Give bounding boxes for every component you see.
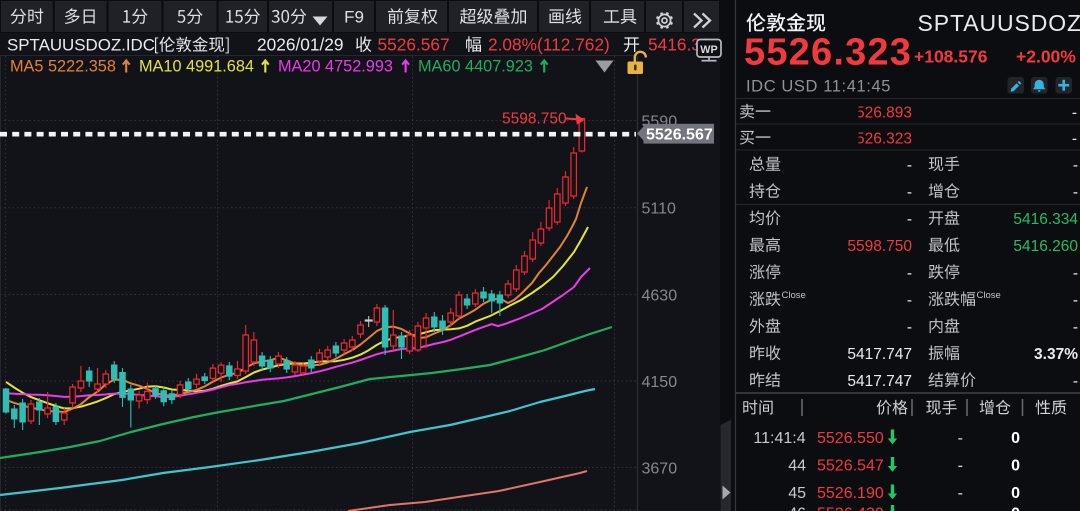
svg-text:-: - — [907, 319, 912, 336]
svg-text:5416.260: 5416.260 — [1013, 238, 1078, 255]
svg-text:SPTAUUSDOZ: SPTAUUSDOZ — [918, 10, 1080, 36]
svg-text:5526.190: 5526.190 — [817, 485, 884, 502]
svg-text:F9: F9 — [344, 8, 364, 27]
svg-text:5598.750: 5598.750 — [847, 238, 912, 255]
svg-text:44: 44 — [788, 457, 806, 474]
svg-text:45: 45 — [788, 485, 806, 502]
svg-text:-: - — [1073, 292, 1078, 309]
svg-text:MA5 5222.358: MA5 5222.358 — [10, 58, 116, 76]
svg-text:4150: 4150 — [642, 374, 678, 391]
svg-text:-: - — [1073, 373, 1078, 390]
svg-text:0: 0 — [1011, 505, 1020, 511]
svg-text:MA10 4991.684: MA10 4991.684 — [139, 58, 254, 76]
svg-text:4630: 4630 — [642, 287, 678, 304]
svg-text:5526.430: 5526.430 — [817, 505, 884, 511]
svg-text:46: 46 — [788, 505, 806, 511]
svg-text:-: - — [907, 211, 912, 228]
svg-text:-: - — [1073, 265, 1078, 282]
svg-text:-: - — [1073, 319, 1078, 336]
svg-text:3.37%: 3.37% — [1034, 346, 1078, 363]
svg-text:2026/01/29: 2026/01/29 — [257, 35, 344, 55]
svg-text:5526.567: 5526.567 — [646, 126, 713, 143]
svg-text:11:41:44: 11:41:44 — [753, 430, 814, 447]
svg-text:Close: Close — [977, 290, 1001, 301]
svg-text:5417.747: 5417.747 — [847, 346, 912, 363]
svg-text:0: 0 — [1011, 485, 1020, 502]
svg-text:5417.747: 5417.747 — [847, 373, 912, 390]
svg-text:+108.576: +108.576 — [914, 47, 988, 67]
svg-text:5526.550: 5526.550 — [817, 430, 884, 447]
svg-text:MA60 4407.923: MA60 4407.923 — [418, 58, 533, 76]
svg-text:-: - — [1072, 130, 1077, 147]
svg-text:+2.00%: +2.00% — [1016, 47, 1076, 67]
svg-text:5526.893: 5526.893 — [847, 104, 912, 121]
svg-text:5110: 5110 — [642, 201, 677, 218]
svg-text:-: - — [907, 184, 912, 201]
svg-text:0: 0 — [1011, 430, 1020, 447]
svg-text:5598.750: 5598.750 — [502, 111, 567, 128]
svg-text:-: - — [907, 292, 912, 309]
svg-text:5526.323: 5526.323 — [847, 130, 912, 147]
svg-text:-: - — [907, 157, 912, 174]
svg-text:SPTAUUSDOZ.IDC: SPTAUUSDOZ.IDC — [7, 36, 155, 55]
svg-text:-: - — [958, 430, 963, 447]
svg-text:-: - — [958, 485, 963, 502]
svg-text:5526.547: 5526.547 — [817, 457, 884, 474]
svg-text:2.08%(112.762): 2.08%(112.762) — [488, 35, 610, 55]
svg-text:5416.334: 5416.334 — [1013, 211, 1078, 228]
svg-text:5526.567: 5526.567 — [378, 35, 450, 55]
svg-text:-: - — [958, 457, 963, 474]
svg-text:-: - — [1072, 104, 1077, 121]
svg-text:0: 0 — [1011, 457, 1020, 474]
svg-text:5526.323: 5526.323 — [744, 32, 912, 74]
svg-text:3670: 3670 — [642, 460, 678, 477]
svg-text:WP: WP — [700, 44, 717, 56]
svg-text:IDC USD 11:41:45: IDC USD 11:41:45 — [746, 78, 891, 96]
svg-text:Close: Close — [782, 290, 806, 301]
svg-text:-: - — [1073, 184, 1078, 201]
svg-text:-: - — [958, 505, 963, 511]
svg-text:-: - — [1073, 157, 1078, 174]
svg-text:-: - — [907, 265, 912, 282]
svg-text:MA20 4752.993: MA20 4752.993 — [278, 58, 393, 76]
